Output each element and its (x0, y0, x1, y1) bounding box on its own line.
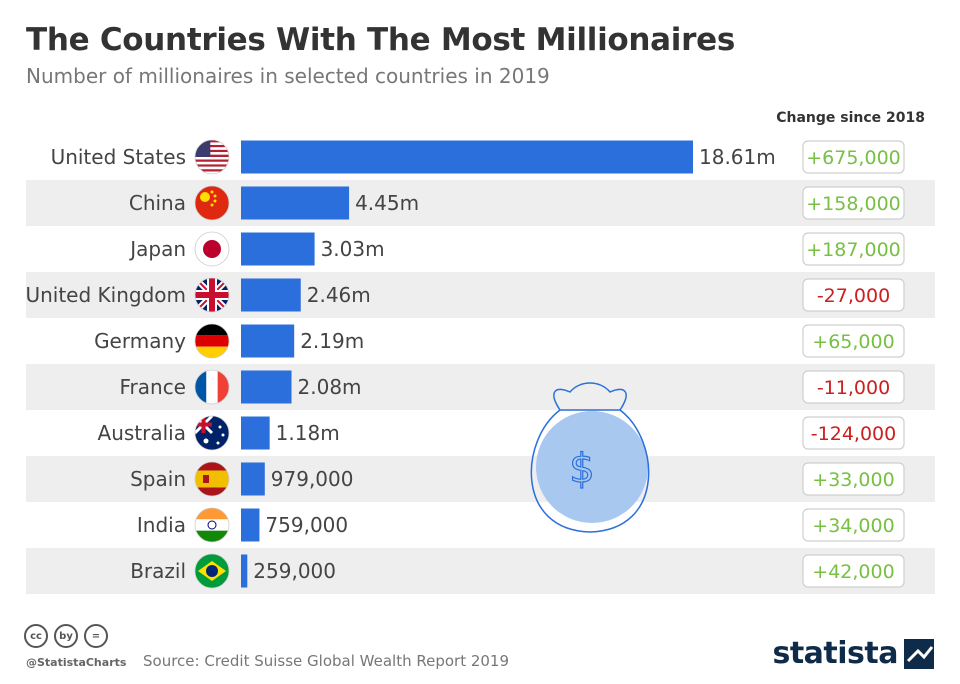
license-icons: cc by = (24, 624, 108, 648)
value-label: 2.46m (307, 283, 371, 307)
bar (241, 278, 301, 312)
value-label: 3.03m (321, 237, 385, 261)
change-box (802, 554, 905, 588)
category-label: Australia (98, 421, 186, 445)
us-flag-icon (194, 139, 230, 175)
australia-flag-icon (194, 415, 230, 451)
footer-handle: @StatistaCharts (26, 656, 127, 669)
bar (241, 140, 693, 174)
bar (241, 462, 265, 496)
spain-flag-icon (194, 461, 230, 497)
statista-mark-icon (904, 638, 934, 669)
bar (241, 186, 350, 220)
category-label: Brazil (130, 559, 186, 583)
row-stripe (26, 272, 935, 318)
change-box (802, 232, 905, 266)
category-label: Japan (128, 237, 186, 261)
change-label: +187,000 (806, 239, 901, 261)
change-box (802, 416, 905, 450)
money-bag-outline (530, 409, 650, 533)
france-flag-icon (194, 369, 230, 405)
change-box (802, 186, 905, 220)
germany-flag-icon (194, 323, 230, 359)
change-box (802, 370, 905, 404)
change-label: +158,000 (806, 193, 901, 215)
row-stripe (26, 548, 935, 594)
change-label: -11,000 (817, 377, 890, 399)
change-label: +675,000 (806, 147, 901, 169)
attribution-icon: by (54, 624, 78, 648)
bar (241, 324, 295, 358)
dollar-sign: $ (569, 446, 594, 492)
change-label: +42,000 (812, 561, 894, 583)
bar (241, 370, 292, 404)
category-label: France (119, 375, 186, 399)
no-derivatives-icon: = (84, 624, 108, 648)
value-label: 2.08m (298, 375, 362, 399)
brand-name: statista (772, 636, 898, 671)
category-label: China (129, 191, 186, 215)
change-box (802, 462, 905, 496)
change-label: +65,000 (812, 331, 894, 353)
change-column-header: Change since 2018 (776, 110, 925, 126)
category-label: Germany (94, 329, 186, 353)
value-label: 1.18m (276, 421, 340, 445)
change-label: +33,000 (812, 469, 894, 491)
change-box (802, 324, 905, 358)
bar (241, 508, 260, 542)
uk-flag-icon (194, 277, 230, 313)
value-label: 18.61m (699, 145, 776, 169)
change-label: -124,000 (811, 423, 896, 445)
change-label: -27,000 (817, 285, 890, 307)
category-label: United States (51, 145, 186, 169)
cc-icon: cc (24, 624, 48, 648)
source-note: Source: Credit Suisse Global Wealth Repo… (143, 652, 510, 670)
category-label: United Kingdom (25, 283, 186, 307)
bar (241, 554, 248, 588)
statista-logo[interactable]: statista (772, 636, 934, 671)
row-stripe (26, 364, 935, 410)
chart-subtitle: Number of millionaires in selected count… (26, 64, 550, 88)
row-stripe (26, 456, 935, 502)
bar (241, 416, 270, 450)
value-label: 4.45m (355, 191, 419, 215)
change-label: +34,000 (812, 515, 894, 537)
chart-title: The Countries With The Most Millionaires (26, 22, 735, 58)
brazil-flag-icon (194, 553, 230, 589)
row-stripe (26, 180, 935, 226)
value-label: 979,000 (271, 467, 354, 491)
change-box (802, 140, 905, 174)
japan-flag-icon (194, 231, 230, 267)
value-label: 259,000 (253, 559, 336, 583)
china-flag-icon (194, 185, 230, 221)
money-bag-icon: $ (530, 382, 650, 533)
money-bag-fill (536, 411, 648, 523)
value-label: 759,000 (265, 513, 348, 537)
money-bag-neck (553, 382, 627, 411)
india-flag-icon (194, 507, 230, 543)
category-label: Spain (130, 467, 186, 491)
category-label: India (137, 513, 186, 537)
change-box (802, 278, 905, 312)
change-box (802, 508, 905, 542)
value-label: 2.19m (300, 329, 364, 353)
bar (241, 232, 315, 266)
